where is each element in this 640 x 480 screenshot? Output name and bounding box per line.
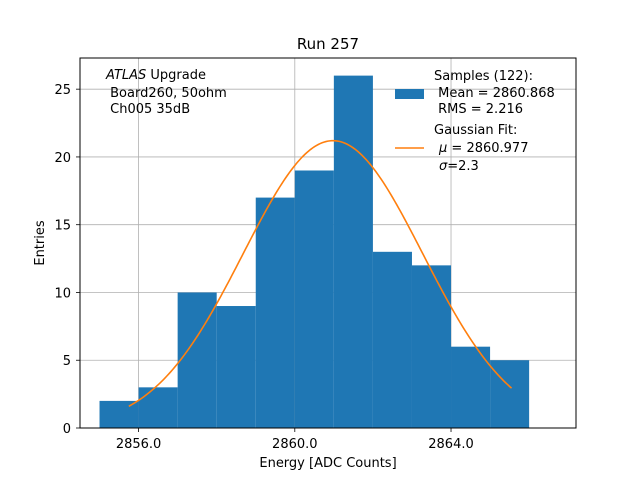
y-tick-label-0: 0 — [63, 422, 71, 437]
annotation-line-3: Ch005 35dB — [106, 102, 190, 117]
histogram-bar-1 — [138, 387, 178, 428]
x-axis-label: Energy [ADC Counts] — [259, 456, 396, 471]
legend-fit-mu: μ = 2860.977 — [438, 141, 528, 156]
gaussian-fit — [128, 139, 513, 407]
atlas-label: ATLAS — [105, 68, 146, 83]
annotation-line-2: Board260, 50ohm — [106, 86, 227, 101]
y-tick-label-4: 20 — [54, 151, 71, 166]
sigma-value: =2.3 — [447, 159, 479, 174]
legend-samples-mean: Mean = 2860.868 — [434, 86, 555, 101]
legend: Samples (122): Mean = 2860.868 RMS = 2.2… — [395, 69, 555, 174]
annotation-box: ATLAS Upgrade Board260, 50ohm Ch005 35dB — [105, 68, 227, 117]
mu-value: = 2860.977 — [447, 141, 528, 156]
histogram-bar-3 — [216, 306, 256, 428]
y-tick-label-1: 5 — [63, 354, 71, 369]
annotation-line-1: ATLAS Upgrade — [105, 68, 206, 83]
y-axis-label: Entries — [33, 220, 48, 266]
histogram-bar-7 — [372, 251, 412, 428]
y-tick-label-3: 15 — [54, 219, 71, 234]
histogram-bar-6 — [333, 75, 373, 428]
histogram-bar-0 — [99, 400, 139, 428]
x-tick-label-2: 2864.0 — [428, 437, 474, 452]
y-tick-label-2: 10 — [54, 286, 71, 301]
legend-fit-title: Gaussian Fit: — [434, 123, 517, 138]
legend-fit-sigma: σ=2.3 — [439, 159, 479, 174]
x-tick-label-0: 2856.0 — [116, 437, 162, 452]
x-tick-label-1: 2860.0 — [272, 437, 318, 452]
gaussian-fit-curve — [128, 139, 513, 407]
plot-frame — [79, 57, 577, 429]
legend-samples-title: Samples (122): — [434, 69, 533, 84]
histogram-bar-10 — [490, 360, 530, 428]
histogram-bars — [99, 75, 530, 428]
axis-ticks: 2856.0 2860.0 2864.0 0 5 10 15 20 25 — [54, 83, 473, 452]
legend-samples-rms: RMS = 2.216 — [434, 102, 523, 117]
sigma-symbol: σ — [439, 159, 448, 174]
histogram-bar-9 — [451, 346, 491, 428]
y-tick-label-5: 25 — [54, 83, 71, 98]
histogram-bar-4 — [255, 197, 295, 428]
legend-samples-swatch — [395, 89, 424, 99]
histogram-bar-5 — [294, 170, 334, 428]
upgrade-label: Upgrade — [146, 68, 206, 83]
histogram-bar-8 — [411, 265, 452, 428]
chart-title: Run 257 — [297, 35, 359, 53]
mu-symbol: μ — [438, 141, 447, 156]
